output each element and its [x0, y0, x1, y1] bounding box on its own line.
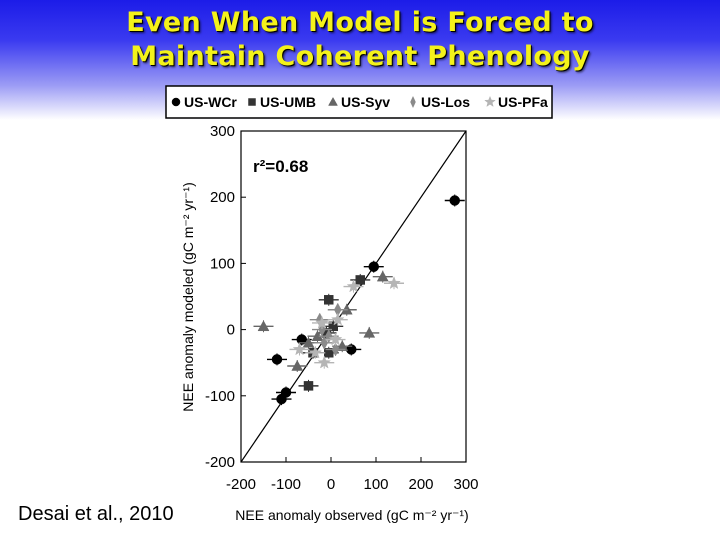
- data-point: [257, 320, 270, 332]
- legend-marker: [248, 98, 256, 106]
- data-point: [328, 321, 338, 332]
- y-tick-label: -200: [205, 454, 235, 471]
- x-axis-label: NEE anomaly observed (gC m⁻² yr⁻¹): [235, 507, 468, 523]
- data-point: [363, 326, 376, 338]
- legend-item-us-los: US-Los: [410, 94, 470, 110]
- title-line-1: Even When Model is Forced to: [126, 7, 594, 38]
- data-point: [387, 276, 401, 290]
- y-tick-label: 0: [227, 322, 235, 339]
- one-to-one-line: [240, 130, 467, 463]
- y-tick-label: 200: [210, 189, 235, 206]
- data-point: [291, 359, 304, 371]
- y-tick-label: -100: [205, 388, 235, 405]
- legend-item-us-pfa: US-PFa: [484, 94, 548, 110]
- data-point: [292, 342, 307, 356]
- data-point: [336, 340, 349, 351]
- citation-text: Desai et al., 2010: [18, 503, 174, 525]
- data-point: [271, 354, 283, 365]
- data-point: [330, 312, 345, 326]
- slide-title: Even When Model is Forced to Maintain Co…: [0, 6, 720, 74]
- y-tick-label: 300: [210, 123, 235, 140]
- legend-label: US-Los: [421, 94, 470, 110]
- data-point: [376, 270, 389, 282]
- legend-marker: [484, 95, 496, 107]
- legend-label: US-WCr: [184, 94, 237, 110]
- legend-marker: [171, 97, 181, 107]
- x-tick-label: 100: [363, 476, 388, 493]
- data-point: [449, 195, 460, 206]
- data-point: [296, 334, 307, 345]
- data-point: [276, 393, 287, 405]
- data-point: [308, 345, 323, 359]
- data-point: [324, 295, 334, 305]
- data-point: [331, 342, 340, 357]
- legend-item-us-syv: US-Syv: [328, 94, 390, 110]
- chart-legend: US-WCr US-UMB US-Syv US-Los US-PFa: [165, 85, 553, 119]
- data-point: [303, 381, 314, 391]
- x-tick-label: 0: [327, 476, 335, 493]
- x-tick-label: -200: [226, 476, 256, 493]
- legend-label: US-PFa: [498, 94, 548, 110]
- x-tick-label: 200: [408, 476, 433, 493]
- y-axis-label: NEE anomaly modeled (gC m⁻² yr⁻¹): [180, 182, 196, 412]
- data-point: [317, 355, 332, 369]
- r-squared-annotation: r²=0.68: [253, 157, 308, 176]
- legend-marker: [328, 96, 338, 106]
- legend-marker: [410, 95, 416, 109]
- series-us-wcr: [267, 194, 465, 406]
- data-point: [368, 261, 379, 272]
- x-tick-label: -100: [271, 476, 301, 493]
- legend-item-us-wcr: US-WCr: [171, 94, 237, 110]
- legend-item-us-umb: US-UMB: [248, 94, 316, 110]
- title-line-2: Maintain Coherent Phenology: [130, 41, 590, 72]
- series-us-pfa: [289, 276, 404, 369]
- data-point: [355, 275, 365, 285]
- legend-label: US-UMB: [260, 94, 316, 110]
- data-point: [328, 332, 343, 346]
- y-tick-label: 100: [210, 255, 235, 272]
- x-tick-label: 300: [453, 476, 478, 493]
- data-point: [315, 315, 329, 329]
- legend-label: US-Syv: [341, 94, 390, 110]
- data-point: [346, 279, 361, 293]
- data-point: [302, 336, 315, 348]
